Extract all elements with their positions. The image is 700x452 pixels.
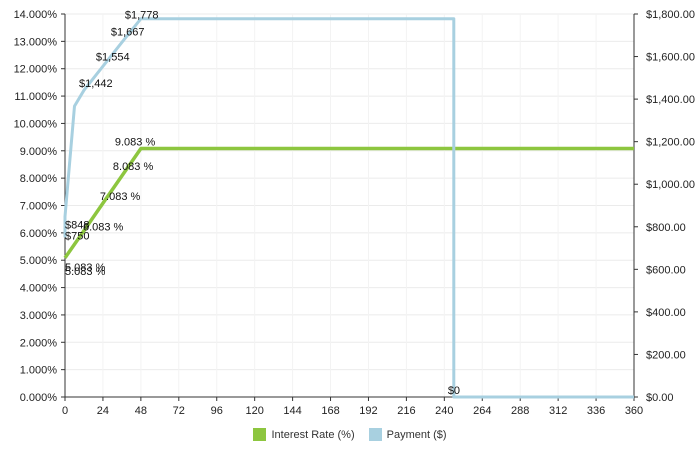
data-label: $1,778 (125, 10, 159, 22)
y-left-tick-label: 14.000% (14, 9, 58, 21)
y-right-tick-label: $200.00 (646, 349, 686, 361)
x-tick-label: 96 (211, 405, 223, 417)
x-tick-label: 24 (97, 405, 109, 417)
series-line-payment (63, 17, 634, 399)
y-right-tick-label: $1,600.00 (646, 52, 695, 64)
data-label: $1,442 (79, 78, 113, 90)
y-left-tick-label: 10.000% (14, 118, 58, 130)
x-tick-label: 192 (359, 405, 377, 417)
y-right-tick-label: $1,000.00 (646, 179, 695, 191)
x-tick-label: 48 (135, 405, 147, 417)
data-label: $0 (448, 385, 460, 397)
y-right-tick-label: $400.00 (646, 307, 686, 319)
y-left-tick-label: 13.000% (14, 36, 58, 48)
y-left-tick-label: 5.000% (20, 255, 58, 267)
y-left-tick-label: 7.000% (20, 201, 58, 213)
y-left-tick-label: 12.000% (14, 64, 58, 76)
y-right-tick-label: $1,200.00 (646, 137, 695, 149)
x-tick-label: 72 (173, 405, 185, 417)
legend-label-payment: Payment ($) (386, 428, 447, 441)
y-right-tick-label: $1,800.00 (646, 9, 695, 21)
y-left-tick-label: 6.000% (20, 228, 58, 240)
y-right-tick-label: $600.00 (646, 264, 686, 276)
x-tick-label: 216 (397, 405, 415, 417)
x-tick-label: 168 (321, 405, 339, 417)
data-label: 7.083 % (100, 191, 141, 203)
data-label: $750 (65, 230, 89, 242)
y-right-tick-label: $1,400.00 (646, 94, 695, 106)
data-label: $848 (65, 220, 89, 232)
data-label: $1,667 (111, 26, 145, 38)
x-tick-label: 336 (587, 405, 605, 417)
x-tick-label: 144 (283, 405, 301, 417)
data-label: 5.083 % (65, 266, 106, 278)
x-tick-label: 0 (62, 405, 68, 417)
x-tick-label: 288 (511, 405, 529, 417)
y-left-tick-label: 0.000% (20, 392, 58, 404)
legend-swatch-payment (368, 428, 382, 441)
series-line-interest-rate (63, 146, 634, 259)
y-left-tick-label: 8.000% (20, 173, 58, 185)
y-left-tick-label: 2.000% (20, 337, 58, 349)
y-left-tick-label: 3.000% (20, 310, 58, 322)
data-label: 5.083 % (65, 262, 106, 274)
legend-item-payment[interactable]: Payment ($) (368, 428, 447, 441)
data-label: 6.083 % (83, 222, 124, 234)
x-tick-label: 312 (549, 405, 567, 417)
y-right-tick-label: $0.00 (646, 392, 674, 404)
legend-swatch-interest-rate (253, 428, 267, 441)
legend: Interest Rate (%) Payment ($) (0, 428, 700, 441)
x-tick-label: 240 (435, 405, 453, 417)
legend-item-interest-rate[interactable]: Interest Rate (%) (253, 428, 355, 441)
data-label: $1,554 (96, 51, 130, 63)
y-left-tick-label: 4.000% (20, 283, 58, 295)
chart-plot: 0.000% 1.000% 2.000% 3.000% 4.000% 5.000% 6.00… (14, 9, 695, 417)
x-tick-label: 360 (625, 405, 643, 417)
legend-label-interest-rate: Interest Rate (%) (271, 428, 355, 441)
y-left-tick-label: 9.000% (20, 146, 58, 158)
data-label: 8.083 % (113, 161, 154, 173)
y-right-tick-label: $800.00 (646, 222, 686, 234)
y-left-tick-label: 1.000% (20, 365, 58, 377)
x-tick-label: 120 (245, 405, 263, 417)
x-tick-label: 264 (473, 405, 491, 417)
data-label: 9.083 % (115, 137, 156, 149)
y-left-tick-label: 11.000% (14, 91, 57, 103)
